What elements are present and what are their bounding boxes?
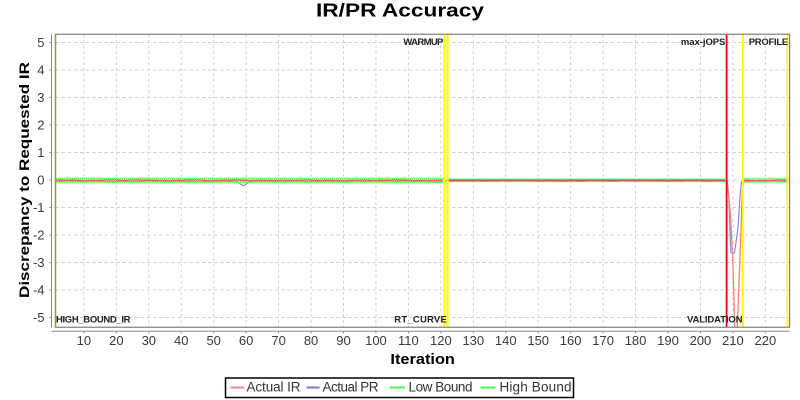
svg-text:70: 70 bbox=[271, 333, 285, 348]
svg-text:3: 3 bbox=[37, 90, 44, 105]
svg-text:160: 160 bbox=[560, 333, 582, 348]
svg-text:-1: -1 bbox=[33, 200, 45, 215]
svg-text:190: 190 bbox=[657, 333, 679, 348]
svg-text:1: 1 bbox=[37, 145, 44, 160]
svg-text:High Bound: High Bound bbox=[500, 380, 572, 395]
svg-text:110: 110 bbox=[398, 333, 419, 348]
svg-text:Iteration: Iteration bbox=[390, 351, 455, 368]
svg-text:Actual PR: Actual PR bbox=[323, 380, 379, 395]
svg-text:220: 220 bbox=[754, 333, 776, 348]
svg-text:max-jOPS: max-jOPS bbox=[681, 37, 726, 48]
svg-text:80: 80 bbox=[304, 333, 318, 348]
svg-text:210: 210 bbox=[722, 333, 744, 348]
svg-text:HIGH_BOUND_IR: HIGH_BOUND_IR bbox=[56, 315, 131, 326]
svg-text:2: 2 bbox=[37, 118, 44, 133]
svg-text:150: 150 bbox=[527, 333, 549, 348]
svg-text:-5: -5 bbox=[33, 310, 45, 325]
svg-text:Low Bound: Low Bound bbox=[409, 380, 473, 395]
svg-text:130: 130 bbox=[462, 333, 484, 348]
svg-text:120: 120 bbox=[430, 333, 452, 348]
svg-text:-2: -2 bbox=[33, 228, 45, 243]
svg-text:PROFILE: PROFILE bbox=[749, 37, 789, 48]
svg-text:WARMUP: WARMUP bbox=[403, 37, 444, 48]
svg-text:200: 200 bbox=[690, 333, 712, 348]
svg-text:100: 100 bbox=[365, 333, 387, 348]
svg-text:Discrepancy to Requested IR: Discrepancy to Requested IR bbox=[17, 62, 32, 298]
svg-text:5: 5 bbox=[37, 35, 44, 50]
svg-text:180: 180 bbox=[625, 333, 647, 348]
svg-text:-4: -4 bbox=[33, 283, 45, 298]
svg-text:10: 10 bbox=[77, 333, 91, 348]
svg-text:Actual IR: Actual IR bbox=[247, 380, 301, 395]
svg-text:RT_CURVE: RT_CURVE bbox=[394, 315, 447, 326]
svg-text:-3: -3 bbox=[33, 255, 45, 270]
svg-text:20: 20 bbox=[109, 333, 123, 348]
svg-text:30: 30 bbox=[142, 333, 156, 348]
svg-text:60: 60 bbox=[239, 333, 253, 348]
svg-text:VALIDATION: VALIDATION bbox=[687, 315, 743, 326]
svg-text:40: 40 bbox=[174, 333, 188, 348]
svg-text:90: 90 bbox=[336, 333, 350, 348]
svg-text:0: 0 bbox=[37, 173, 44, 188]
svg-text:140: 140 bbox=[495, 333, 517, 348]
svg-text:4: 4 bbox=[37, 63, 44, 78]
svg-text:170: 170 bbox=[592, 333, 614, 348]
svg-text:50: 50 bbox=[206, 333, 220, 348]
svg-text:IR/PR Accuracy: IR/PR Accuracy bbox=[316, 0, 485, 21]
